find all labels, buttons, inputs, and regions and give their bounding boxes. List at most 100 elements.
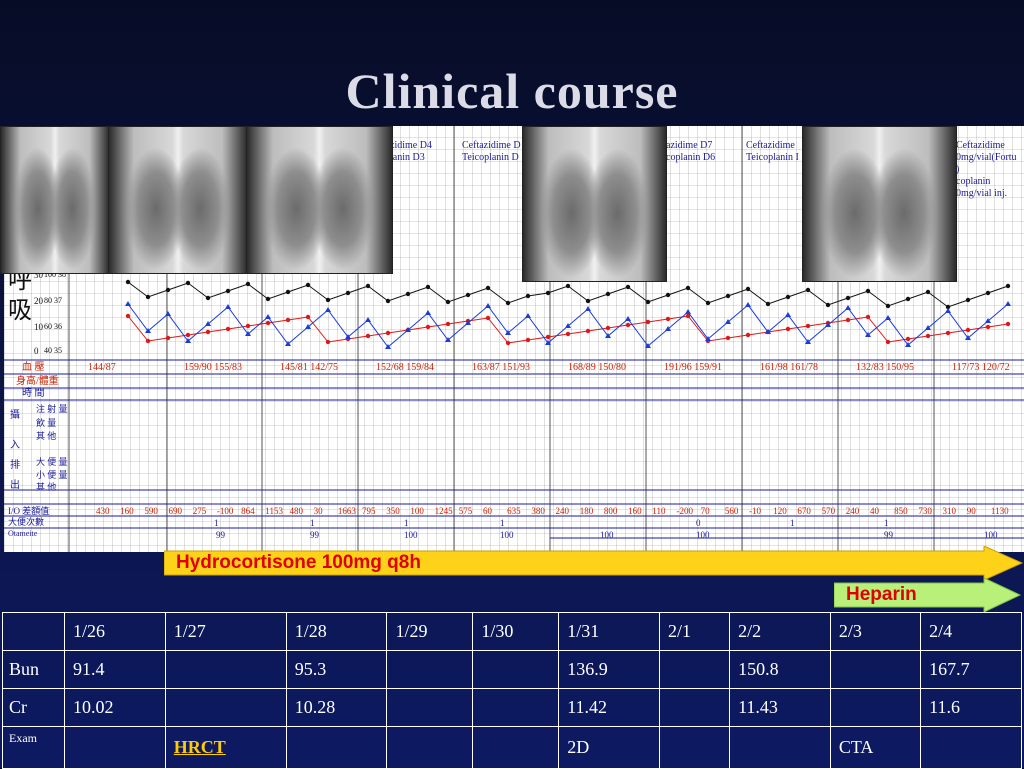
row-label-intake: 攝 [10, 410, 20, 421]
temperature-series-point [1005, 321, 1011, 327]
temperature-series-point [685, 313, 691, 319]
respiration-series-point [565, 323, 571, 328]
pulse-series-point [185, 280, 191, 286]
temperature-series-point [605, 325, 611, 331]
respiration-series-point [745, 302, 751, 307]
cr-cell [472, 688, 560, 727]
row-label-height-weight: 身高/體重 [16, 376, 59, 387]
respiration-series-point [245, 331, 251, 336]
bottom-value: 0 [696, 518, 701, 528]
respiration-series-point [725, 319, 731, 324]
y-tick-20: 20 [34, 296, 43, 306]
respiration-series-point [705, 336, 711, 341]
pulse-series-point [745, 286, 751, 292]
io-sub-label-injection: 注 射 量 [36, 404, 68, 414]
bp-value: 117/73 120/72 [952, 362, 1010, 373]
io-balance-value: 480 [289, 506, 303, 516]
respiration-series-point [965, 335, 971, 340]
bun-cell: 150.8 [729, 650, 831, 689]
cr-cell: 10.28 [285, 688, 388, 727]
pulse-series-point [145, 294, 151, 300]
row-label-bp: 血 壓 [22, 362, 45, 373]
temperature-series-point [905, 336, 911, 342]
respiration-series-point [445, 337, 451, 342]
exam-cell [920, 726, 1022, 769]
pulse-series-point [165, 287, 171, 293]
io-balance-value: -10 [749, 506, 762, 516]
respiration-series-point [885, 315, 891, 320]
respiration-series-point [305, 324, 311, 329]
respiration-series-point [325, 307, 331, 312]
row-label-exam: Exam [2, 726, 65, 769]
cr-cell [658, 688, 731, 727]
row-label-output: 排 [10, 460, 20, 471]
cr-cell [386, 688, 474, 727]
io-balance-value: 90 [966, 506, 976, 516]
exam-cell [64, 726, 166, 769]
io-balance-value: 380 [531, 506, 545, 516]
io-balance-value: 160 [628, 506, 642, 516]
io-balance-value: 60 [482, 506, 492, 516]
temperature-series-point [425, 324, 431, 330]
hydrocortisone-label: Hydrocortisone 100mg q8h [176, 552, 421, 573]
table-row-exam: Exam HRCT 2D CTA [2, 726, 1022, 769]
table-row-bun: Bun 91.4 95.3 136.9 150.8 167.7 [2, 650, 1022, 689]
temperature-series [125, 313, 1011, 346]
pulse-series-point [125, 279, 131, 285]
exam-cell [729, 726, 831, 769]
date-header: 1/26 [64, 612, 166, 651]
bottom-value: 99 [310, 530, 319, 540]
io-balance-value: 635 [507, 506, 521, 516]
respiration-series-point [985, 318, 991, 323]
bun-cell: 167.7 [920, 650, 1022, 689]
respiration-series-point [545, 340, 551, 345]
bottom-value: 1 [790, 518, 795, 528]
temperature-series-point [245, 323, 251, 329]
pulse-series-point [965, 297, 971, 303]
temperature-series-point [505, 340, 511, 346]
pulse-series-point [485, 285, 491, 291]
temperature-series-point [385, 330, 391, 336]
temperature-series-point [205, 329, 211, 335]
io-balance-value: 430 [96, 506, 110, 516]
temperature-series-point [925, 333, 931, 339]
respiration-series-point [625, 316, 631, 321]
io-balance-value: 690 [168, 506, 183, 516]
chest-xray-2 [108, 126, 248, 274]
temperature-series-point [525, 337, 531, 343]
pulse-series-point [225, 288, 231, 294]
respiration-series-point [845, 305, 851, 310]
hydrocortisone-arrow [164, 546, 1024, 580]
bun-cell: 95.3 [285, 650, 388, 689]
pulse-series-point [545, 290, 551, 296]
row-label-io-balance: I/O 差額值 [8, 506, 50, 516]
pulse-series [125, 279, 1011, 310]
respiration-series-point [1005, 301, 1011, 306]
temperature-series-point [565, 331, 571, 337]
temperature-series-point [325, 339, 331, 345]
date-header: 1/27 [164, 612, 287, 651]
cr-cell: 11.43 [729, 688, 831, 727]
io-balance-value: 120 [773, 506, 787, 516]
hrct-link[interactable]: HRCT [173, 737, 226, 757]
bp-value: 132/83 150/95 [856, 362, 915, 373]
bottom-value: 100 [600, 530, 614, 540]
respiration-series-point [265, 314, 271, 319]
io-balance-value: 560 [724, 506, 739, 516]
bp-value: 168/89 150/80 [568, 362, 627, 373]
respiration-series-point [465, 320, 471, 325]
pulse-series-point [385, 298, 391, 304]
antibiotic-note-4: Ceftazidime Teicoplanin I [746, 140, 799, 163]
io-balance-value: -100 [216, 506, 234, 516]
date-header: 2/3 [829, 612, 922, 651]
io-balance-value: 1245 [434, 506, 453, 516]
pulse-series-point [645, 299, 651, 305]
respiration-series-point [945, 308, 951, 313]
pulse-series-point [865, 288, 871, 294]
respiration-series-point [825, 322, 831, 327]
io-balance-value: 40 [869, 506, 879, 516]
antibiotic-note-3: azidime D7 coplanin D6 [666, 140, 716, 163]
corner-cell [2, 612, 65, 651]
io-balance-value: 350 [386, 506, 400, 516]
io-balance-value: 110 [652, 506, 666, 516]
